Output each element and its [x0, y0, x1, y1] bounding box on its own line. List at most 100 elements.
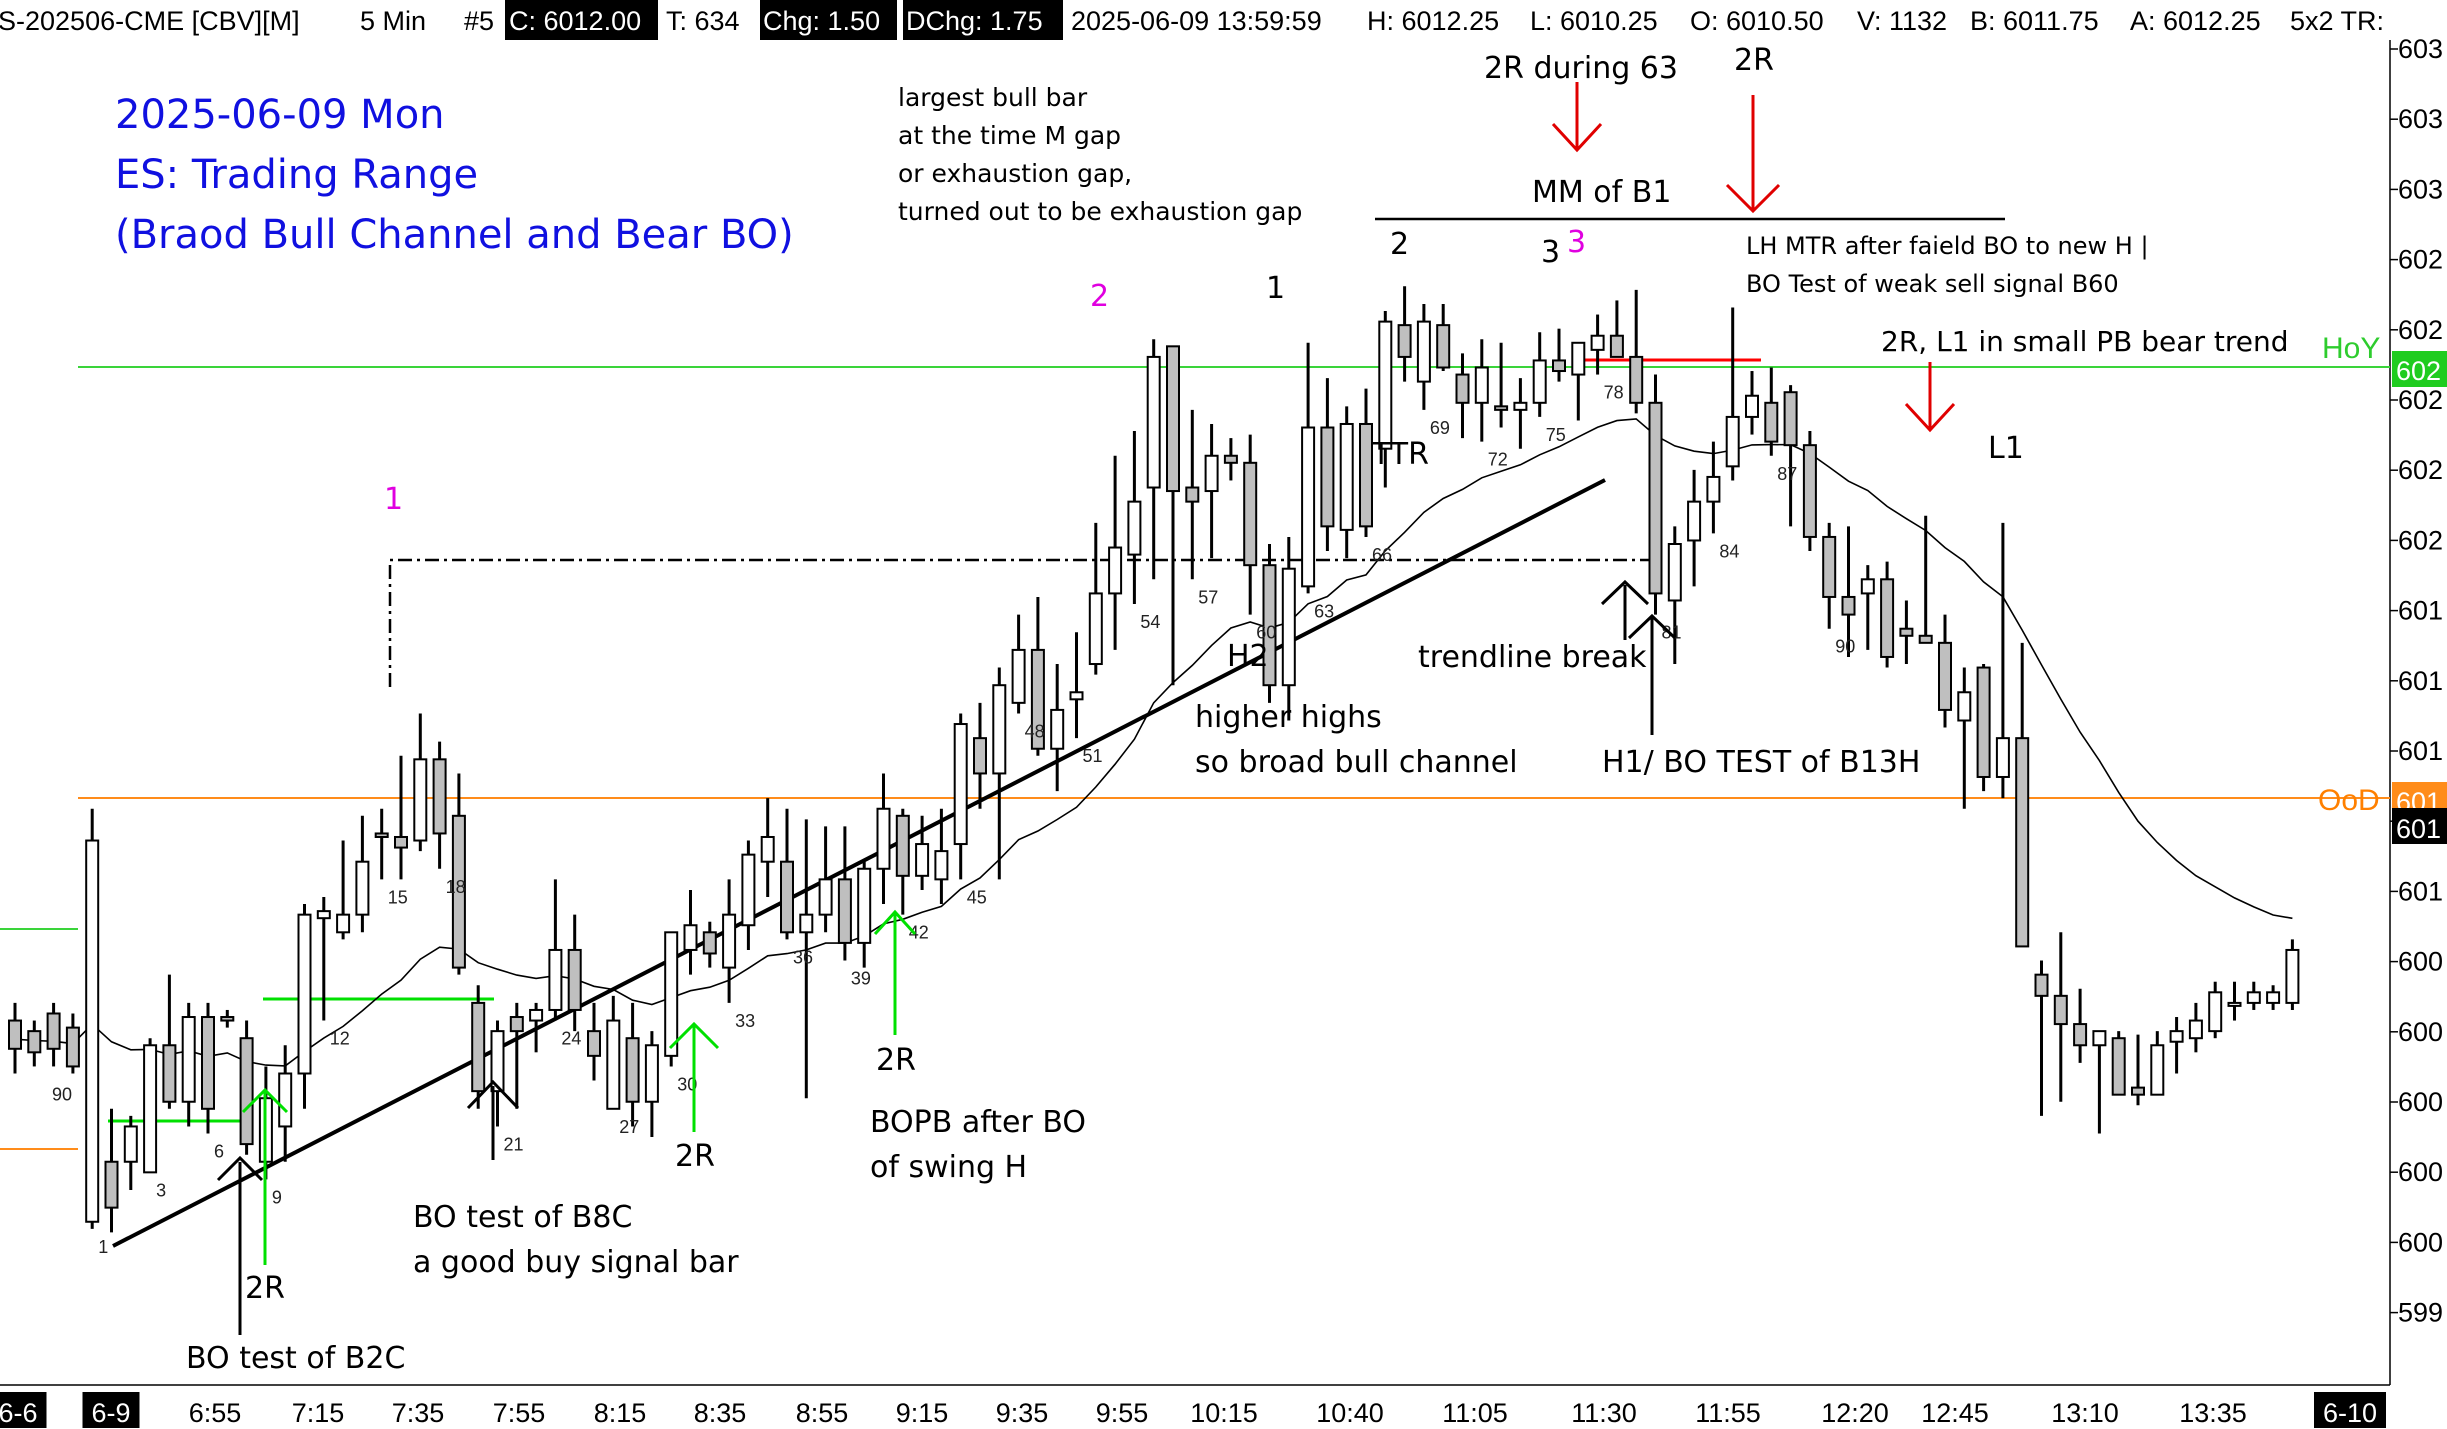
candle-body [1108, 546, 1123, 595]
candle-body [374, 832, 389, 838]
candle-body [239, 1037, 254, 1146]
higher-highs-label-2: so broad bull channel [1195, 745, 1518, 780]
green-arrow-2r-a [241, 1087, 289, 1265]
header-chg: Chg: 1.50 [763, 6, 880, 36]
two-r-label-a: 2R [245, 1271, 285, 1306]
candle-body [143, 1044, 158, 1174]
time-axis: 6-6 6-9 6:55 7:15 7:35 7:55 8:15 8:35 8:55 9:15 9:… [0, 1392, 2386, 1428]
bar-number: 36 [793, 947, 813, 967]
y-tick-label: 603 [2398, 174, 2443, 204]
candle-body [548, 948, 563, 1011]
y-tick-label: 602 [2398, 455, 2443, 485]
candle-body [567, 948, 582, 1011]
candle-body [529, 1008, 544, 1022]
x-tick-box [0, 1392, 47, 1428]
candle-body [780, 860, 794, 934]
candle-body [664, 931, 679, 1057]
candle-body [46, 1012, 61, 1050]
trendline-break-label: trendline break [1418, 640, 1647, 675]
bo-test-b2c-label: BO test of B2C [186, 1341, 405, 1376]
mm-b1-label: MM of B1 [1532, 175, 1671, 210]
black-arrow-trendline [1600, 579, 1650, 640]
candle-body [1880, 578, 1895, 658]
candle-body [297, 913, 312, 1075]
candle-body [1976, 666, 1991, 778]
candle-body [1571, 341, 1586, 376]
x-tick-label: 8:15 [594, 1398, 647, 1428]
candle-body [2227, 1001, 2242, 1007]
candle-body [934, 850, 949, 881]
candle-body [1995, 737, 2010, 778]
black-arrow-h1 [1627, 613, 1677, 735]
candle-body [1609, 334, 1624, 358]
candle-body [818, 878, 833, 916]
bar-number: 90 [1835, 637, 1855, 657]
bar-number: 69 [1430, 418, 1450, 438]
y-tick-label: 600 [2398, 1157, 2443, 1187]
candle-body [432, 758, 447, 835]
y-tick-label: 603 [2398, 34, 2443, 64]
candle-body [471, 1001, 486, 1093]
x-tick-label: 10:15 [1190, 1398, 1258, 1428]
candle-body [722, 913, 737, 969]
bar-number: 45 [967, 887, 987, 907]
candle-body [1474, 366, 1489, 404]
y-tick-label: 602 [2398, 525, 2443, 555]
two-r-label-b: 2R [675, 1139, 715, 1174]
bo-test-b8c-label-1: BO test of B8C [413, 1200, 632, 1235]
header-bid: B: 6011.75 [1970, 6, 2099, 36]
bar-number: 54 [1140, 612, 1160, 632]
candle-body [1397, 324, 1412, 358]
candle-body [1320, 426, 1335, 528]
candle-body [1860, 578, 1875, 595]
candle-body [1455, 373, 1470, 404]
bar-number: 42 [909, 923, 929, 943]
x-tick-label: 6:55 [189, 1398, 242, 1428]
candle-body [625, 1037, 640, 1103]
candle-body [992, 684, 1007, 775]
leg-2-label: 2 [1390, 227, 1409, 262]
candle-body [1088, 592, 1103, 666]
candle-body [451, 814, 466, 969]
candle-body [104, 1160, 119, 1209]
header-high: H: 6012.25 [1367, 6, 1499, 36]
candle-body [1764, 401, 1779, 443]
header-ask: A: 6012.25 [2130, 6, 2261, 36]
bull-bar-note-1: largest bull bar [898, 83, 1088, 112]
x-tick-label: 10:40 [1316, 1398, 1384, 1428]
two-r-top-label: 2R [1734, 43, 1774, 78]
bar-number: 75 [1546, 425, 1566, 445]
bar-number: 9 [272, 1187, 282, 1207]
x-tick-label: 6-6 [0, 1398, 38, 1428]
x-tick-label: 8:55 [796, 1398, 849, 1428]
candle-body [394, 835, 408, 849]
title-line1: 2025-06-09 Mon [115, 92, 445, 138]
header-datetime: 2025-06-09 13:59:59 [1071, 6, 1322, 36]
annotations: largest bull bar at the time M gap or ex… [186, 43, 2288, 1376]
candle-body [1494, 405, 1509, 411]
bar-number: 24 [561, 1029, 581, 1049]
header-symbol: S-202506-CME [CBV][M] [0, 6, 300, 36]
y-tick-label: 600 [2398, 1017, 2443, 1047]
bar-number: 1 [98, 1237, 108, 1257]
ttr-label: TTR [1371, 437, 1429, 472]
candle-body [1146, 355, 1161, 489]
x-tick-label: 8:35 [694, 1398, 747, 1428]
candle-body [1030, 648, 1045, 750]
bar-number: 78 [1604, 383, 1624, 403]
bull-bar-note-2: at the time M gap [898, 121, 1121, 150]
candle-body [2131, 1086, 2145, 1096]
header-chg-box [760, 0, 897, 40]
h2-label: H2 [1227, 639, 1269, 674]
bar-number: 87 [1777, 464, 1797, 484]
candle-body [1185, 486, 1200, 503]
candle-body [702, 931, 717, 955]
y-tick-label: 602 [2398, 315, 2443, 345]
candle-body [1359, 422, 1373, 528]
bar-numbers: 1369121518212427303336394245485154576063… [52, 383, 1855, 1257]
candle-body [181, 1016, 196, 1103]
candle-body [1166, 345, 1180, 493]
candle-body [799, 913, 814, 934]
candle-body [162, 1044, 177, 1103]
bar-number: 72 [1488, 450, 1508, 470]
